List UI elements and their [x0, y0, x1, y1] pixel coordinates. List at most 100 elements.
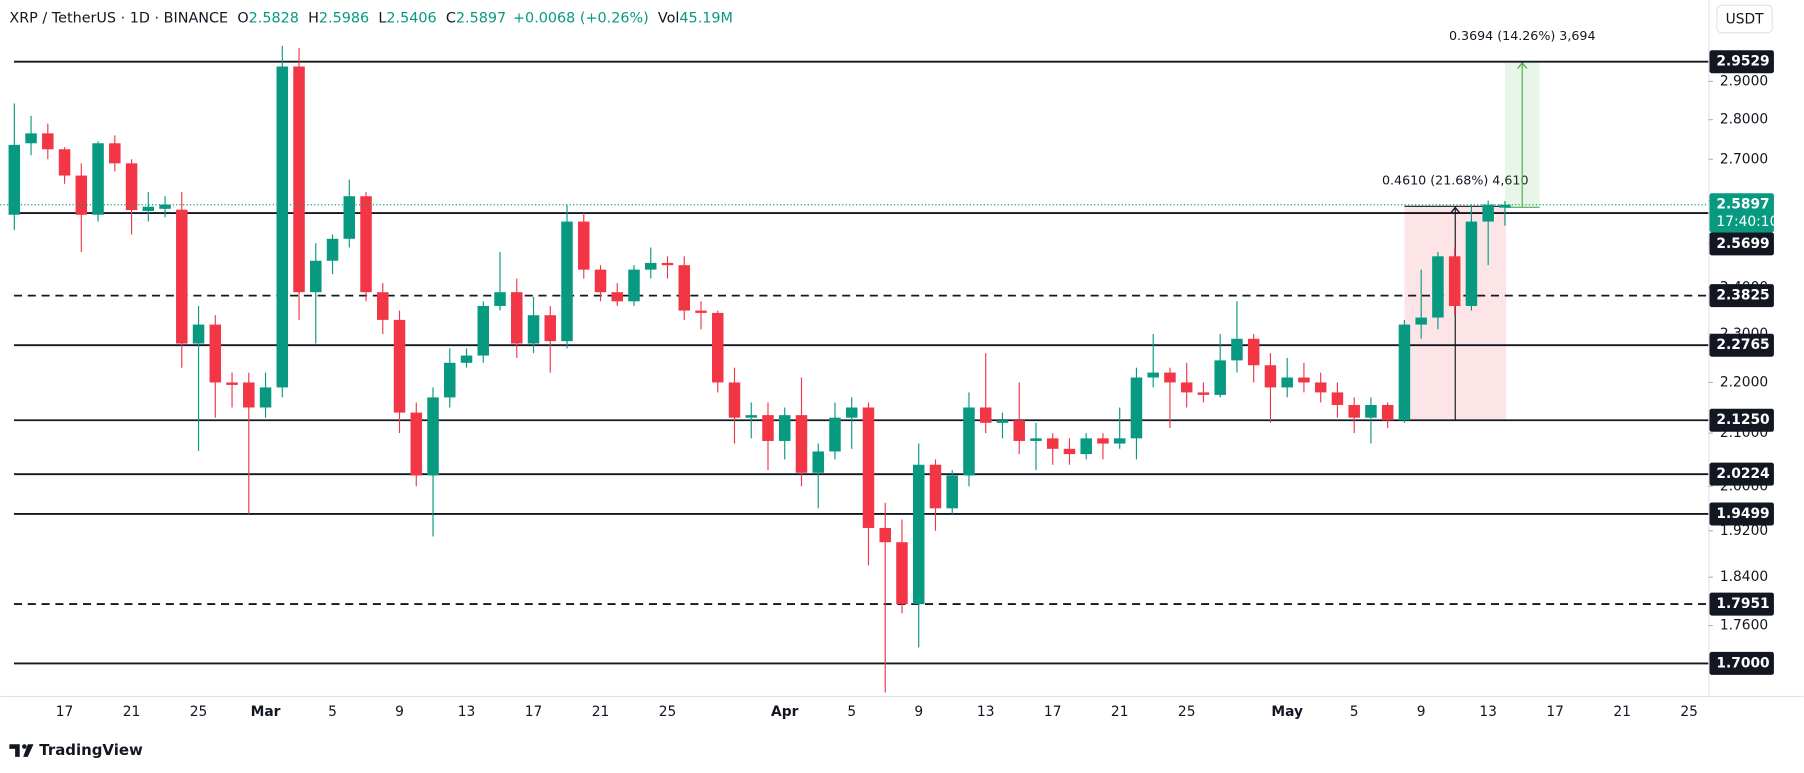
price-label: 2.5897: [1716, 197, 1769, 213]
candle-body: [1331, 392, 1344, 405]
x-tick-label: 17: [1546, 704, 1564, 720]
level-label: 1.9499: [1716, 506, 1769, 522]
x-tick-label: 21: [592, 704, 610, 720]
candle-body: [711, 312, 724, 383]
candle-body: [795, 415, 808, 473]
level-label-bg: [1709, 592, 1774, 616]
x-tick-label: 9: [395, 704, 404, 720]
candle-body: [1281, 377, 1293, 388]
ohlc-key: L: [378, 10, 386, 26]
candle-body: [1365, 404, 1377, 418]
x-tick-label: 25: [190, 704, 208, 720]
x-tick-label: 13: [977, 704, 995, 720]
candle-body: [393, 319, 406, 413]
ohlc-value: 2.5406: [386, 10, 436, 26]
x-tick-label: 13: [458, 704, 476, 720]
candle-body: [1465, 221, 1478, 306]
brand-logo: [9, 744, 34, 757]
legend-header: XRP / TetherUS · 1D · BINANCE O2.5828 H 2.5…: [9, 10, 733, 26]
measure-label: 0.4610 (21.68%) 4,610: [1382, 172, 1529, 187]
candle-body: [1080, 438, 1092, 455]
level-label-bg: [1709, 651, 1774, 675]
y-tick-label: 2.8000: [1720, 112, 1768, 128]
candle-body: [862, 407, 875, 528]
ohlc-value: 2.5828: [249, 10, 299, 26]
candle-body: [109, 143, 121, 164]
candle-body: [58, 149, 71, 176]
candle-body: [695, 310, 707, 313]
level-label: 2.0224: [1716, 466, 1769, 482]
candle-body: [963, 407, 975, 476]
candle-body: [293, 66, 305, 293]
candle-body: [762, 415, 774, 441]
countdown: 17:40:10: [1716, 214, 1778, 230]
volume-key: Vol: [658, 10, 679, 26]
ohlc-key: H: [308, 10, 319, 26]
y-tick-label: 1.9200: [1720, 523, 1768, 539]
candle-body: [1046, 438, 1059, 449]
level-label-bg: [1709, 232, 1774, 256]
candle-body: [929, 464, 942, 509]
y-tick-label: 2.7000: [1720, 151, 1768, 167]
x-tick-label: 13: [1479, 704, 1497, 720]
x-tick-label: 25: [1680, 704, 1698, 720]
x-tick-label: May: [1271, 704, 1303, 720]
candle-body: [511, 292, 523, 344]
x-tick-label: 17: [525, 704, 543, 720]
x-tick-label: 9: [1417, 704, 1426, 720]
candle-body: [527, 315, 540, 344]
candle-body: [1264, 365, 1277, 388]
x-tick-label: 17: [56, 704, 74, 720]
x-tick-label: 9: [914, 704, 923, 720]
x-tick-label: 5: [1350, 704, 1359, 720]
y-tick-label: 1.8400: [1720, 569, 1768, 585]
level-label: 2.5699: [1716, 236, 1769, 252]
change: +0.0068 (+0.26%): [513, 10, 649, 26]
candle-body: [745, 415, 757, 418]
candle-body: [845, 407, 858, 418]
candle-body: [427, 397, 439, 476]
candle-body: [460, 355, 473, 363]
candle-body: [142, 206, 155, 211]
candle-body: [1432, 256, 1444, 318]
candle-body: [326, 238, 339, 261]
candle-body: [209, 324, 222, 383]
plot-area: 0.4610 (21.68%) 4,610 0.3694 (14.26%) 3,6…: [0, 28, 1709, 693]
candle-body: [611, 292, 624, 302]
candle-body: [1030, 438, 1042, 441]
candle-body: [1147, 372, 1159, 378]
candle-body: [728, 382, 741, 418]
candle-body: [829, 417, 841, 452]
candle-body: [645, 262, 657, 270]
candle-body: [159, 204, 171, 209]
candle-body: [946, 475, 958, 509]
level-label-bg: [1709, 408, 1774, 432]
ohlc-key: O: [237, 10, 248, 26]
candle-body: [778, 415, 791, 441]
candle-body: [1180, 382, 1193, 393]
candle-body: [25, 133, 37, 144]
x-tick-label: Apr: [771, 704, 799, 720]
candle-body: [1448, 256, 1461, 306]
x-tick-label: 5: [847, 704, 856, 720]
candle-body: [1097, 438, 1109, 444]
x-tick-label: 5: [328, 704, 337, 720]
candle-body: [243, 382, 255, 408]
x-tick-label: 21: [123, 704, 141, 720]
candle-body: [1415, 317, 1427, 325]
candle-body: [578, 221, 590, 270]
candle-body: [544, 315, 557, 342]
y-tick-label: 1.7600: [1720, 618, 1768, 634]
candle-body: [1113, 438, 1126, 444]
candle-body: [1013, 420, 1025, 441]
currency-button[interactable]: [1716, 4, 1773, 34]
candle-body: [125, 163, 138, 211]
candle-body: [1164, 372, 1176, 383]
candle-body: [360, 196, 372, 293]
candle-body: [812, 451, 824, 473]
candle-body: [226, 382, 238, 385]
level-label: 1.7951: [1716, 596, 1769, 612]
symbol: XRP / TetherUS · 1D · BINANCE: [9, 10, 228, 26]
currency[interactable]: USDT: [1726, 12, 1764, 28]
